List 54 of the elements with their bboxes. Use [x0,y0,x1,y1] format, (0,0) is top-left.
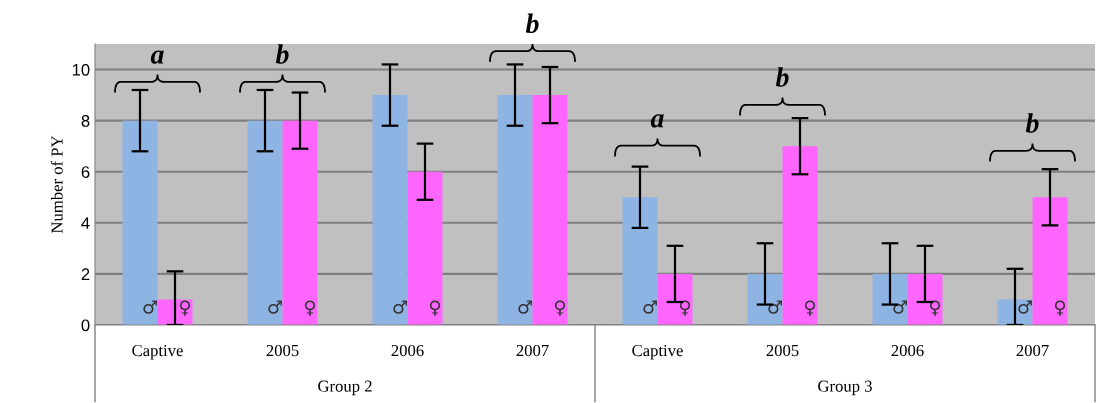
bar [282,120,318,325]
y-tick-label: 8 [81,115,90,127]
x-tick-label: 2007 [516,344,549,357]
y-tick-label: 10 [72,63,90,76]
text: ♀ [1054,300,1066,316]
bar [372,95,408,325]
text: ♂ [143,300,157,314]
annotation: b [275,44,289,64]
text: ♀ [929,300,941,316]
text: ♂ [268,300,282,314]
y-axis-title: Number of PY [50,135,63,234]
bar [872,273,908,325]
text: ♂ [393,300,407,314]
text: ♂ [893,300,907,314]
series-label: ♂ [1018,300,1032,314]
bar [907,273,943,325]
text: ♀ [429,300,441,316]
bar [782,146,818,325]
annotation: b [775,67,789,87]
x-tick-label: Captive [132,344,183,360]
bar [407,171,443,325]
bar [657,273,693,325]
y-tick-label: 4 [81,217,90,229]
text: Group 3 [818,380,872,396]
x-tick-label: 2007 [1016,344,1049,357]
x-tick-label: 2005 [766,344,799,357]
bar [622,197,658,325]
annotation: a [150,50,164,64]
text: ♀ [679,300,691,316]
text: ♂ [643,300,657,314]
text: ♂ [518,300,532,314]
bar [1032,197,1068,325]
text: ♂ [768,300,782,314]
text: ♀ [554,300,566,316]
y-tick-label: 2 [81,268,90,280]
text: ♀ [304,300,316,316]
bar [497,95,533,325]
bar [997,299,1033,325]
bar [122,120,158,325]
bar [247,120,283,325]
y-tick-label: 6 [81,166,90,178]
x-tick-label: Captive [632,344,683,360]
annotation: b [1025,113,1039,133]
text: b [525,13,539,34]
x-tick-label: 2006 [391,344,424,357]
y-tick-label: 0 [81,319,90,332]
series-label: ♀ [179,300,191,316]
text: Group 2 [318,380,372,396]
annotation: a [650,114,664,128]
x-tick-label: 2006 [891,344,924,357]
bar [532,95,568,325]
x-tick-label: 2005 [266,344,299,357]
text: ♀ [804,300,816,316]
bar [747,273,783,325]
